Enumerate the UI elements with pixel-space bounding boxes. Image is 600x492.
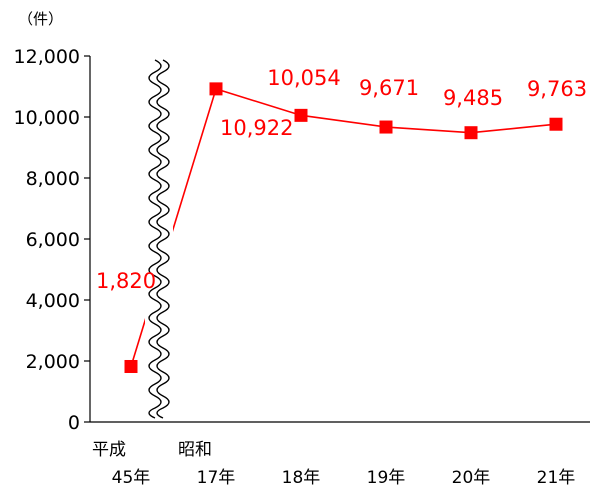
y-tick-label: 12,000	[14, 46, 80, 68]
x-category-label: 45年	[112, 468, 151, 488]
y-tick-label: 2,000	[26, 351, 80, 373]
data-point-marker	[549, 117, 563, 131]
x-era-label: 平成	[92, 440, 126, 460]
data-value-label: 9,763	[527, 77, 587, 101]
x-category-label: 20年	[452, 468, 491, 488]
data-point-marker	[464, 126, 478, 140]
x-category-label: 18年	[282, 468, 321, 488]
data-value-label: 9,485	[443, 86, 503, 110]
x-category-label: 17年	[197, 468, 236, 488]
axis-break-mark	[145, 59, 173, 419]
y-tick-label: 8,000	[26, 168, 80, 190]
data-point-marker	[209, 82, 223, 96]
x-era-label: 昭和	[178, 440, 212, 460]
data-value-label: 1,820	[96, 269, 156, 293]
axis-break-wave	[148, 59, 162, 419]
data-point-marker	[294, 108, 308, 122]
series-line	[130, 87, 557, 367]
x-category-label: 19年	[367, 468, 406, 488]
data-value-label: 10,054	[267, 66, 340, 90]
y-tick-label: 6,000	[26, 229, 80, 251]
y-tick-label: 4,000	[26, 290, 80, 312]
x-axis-labels: 平成 45年 昭和 17年 18年 19年 20年 21年	[92, 440, 575, 488]
data-point-marker	[379, 120, 393, 134]
y-axis-ticks: 0 2,000 4,000 6,000 8,000 10,000 12,000	[14, 46, 90, 434]
axis-break-wave	[156, 59, 170, 419]
data-point-marker	[124, 359, 138, 373]
data-markers	[124, 82, 563, 373]
y-tick-label: 10,000	[14, 107, 80, 129]
y-axis-unit: （件）	[18, 10, 63, 28]
data-value-label: 9,671	[359, 76, 419, 100]
x-category-label: 21年	[537, 468, 576, 488]
data-labels: 1,820 10,922 10,054 9,671 9,485 9,763	[96, 66, 587, 293]
data-value-label: 10,922	[220, 116, 293, 140]
y-tick-label: 0	[68, 412, 80, 434]
